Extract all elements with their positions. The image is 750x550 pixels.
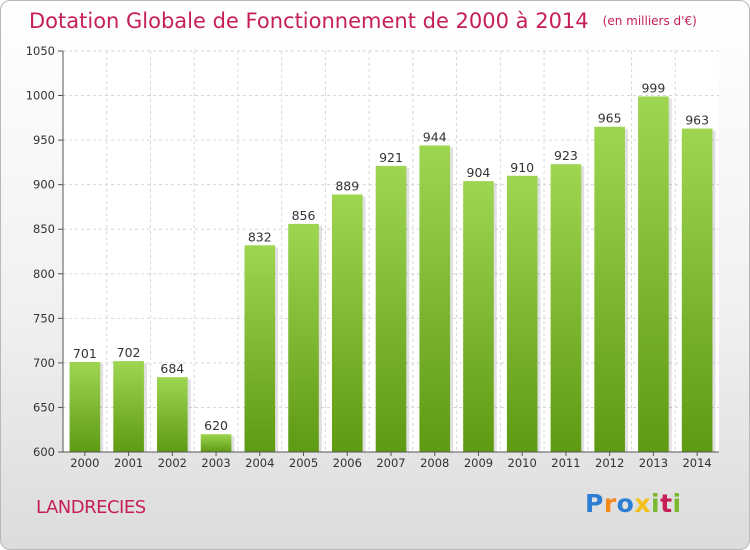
bar-value-label: 684 xyxy=(160,361,184,376)
x-tick-label: 2012 xyxy=(595,456,624,470)
y-tick-label: 1000 xyxy=(26,89,55,103)
axes: 600 650 700 750 800 850 900 950 1000 1050 2000 2001… xyxy=(26,44,719,470)
bar xyxy=(375,165,407,452)
bar xyxy=(463,181,494,452)
logo-letter: r xyxy=(603,489,617,518)
bar-value-label: 910 xyxy=(510,160,534,175)
bar xyxy=(594,126,625,452)
y-tick-label: 800 xyxy=(33,267,55,281)
bar-value-label: 832 xyxy=(248,229,272,244)
bar-value-label: 701 xyxy=(73,346,97,361)
bar xyxy=(550,164,582,452)
x-tick-label: 2013 xyxy=(639,456,668,470)
bar xyxy=(113,361,144,452)
logo-letter: P xyxy=(585,489,604,518)
bar xyxy=(506,175,538,452)
logo-letter: i xyxy=(651,489,661,518)
chart-title: Dotation Globale de Fonctionnement de 20… xyxy=(29,9,697,33)
bar-value-label: 856 xyxy=(292,208,316,223)
bar-value-label: 904 xyxy=(467,165,491,180)
bar-value-label: 620 xyxy=(204,418,228,433)
x-tick-label: 2014 xyxy=(682,456,711,470)
y-tick-label: 850 xyxy=(33,222,55,236)
bar-value-label: 965 xyxy=(598,111,622,126)
x-tick-label: 2003 xyxy=(201,456,230,470)
bar xyxy=(331,194,363,453)
y-tick-label: 900 xyxy=(33,178,55,192)
x-tick-label: 2011 xyxy=(551,456,580,470)
bar-value-label: 889 xyxy=(335,178,359,193)
x-tick-label: 2008 xyxy=(420,456,449,470)
x-tick-label: 2007 xyxy=(376,456,405,470)
bar-value-label: 921 xyxy=(379,150,403,165)
y-tick-label: 700 xyxy=(33,356,55,370)
y-tick-label: 1050 xyxy=(26,44,55,58)
bar-value-label: 702 xyxy=(117,345,141,360)
y-tick-label: 650 xyxy=(33,400,55,414)
logo-letter: x xyxy=(634,489,651,518)
y-tick-label: 950 xyxy=(33,133,55,147)
x-tick-label: 2009 xyxy=(464,456,493,470)
bar xyxy=(638,96,669,453)
bars: 701 702 684 620 832 856 889 921 944 904 910 923 965 9… xyxy=(69,80,716,453)
bar xyxy=(419,145,451,453)
x-tick-label: 2001 xyxy=(114,456,143,470)
x-tick-label: 2002 xyxy=(158,456,187,470)
bar xyxy=(157,377,188,452)
x-tick-label: 2005 xyxy=(289,456,318,470)
bar xyxy=(288,223,319,452)
bar-value-label: 923 xyxy=(554,148,578,163)
logo-letter: o xyxy=(616,489,635,518)
chart-subtitle: (en milliers d'€) xyxy=(602,14,697,28)
bar-value-label: 944 xyxy=(423,129,447,144)
x-tick-label: 2006 xyxy=(333,456,362,470)
bar xyxy=(69,361,101,452)
commune-name: LANDRECIES xyxy=(36,497,146,518)
y-tick-label: 750 xyxy=(33,311,55,325)
x-tick-label: 2000 xyxy=(70,456,99,470)
bar xyxy=(681,128,713,452)
bar-value-label: 963 xyxy=(685,113,709,128)
x-tick-label: 2010 xyxy=(508,456,537,470)
bar xyxy=(244,245,276,452)
proxiti-logo: Proxiti xyxy=(585,489,682,518)
chart-title-text: Dotation Globale de Fonctionnement de 20… xyxy=(29,9,589,33)
bar-value-label: 999 xyxy=(641,80,665,95)
x-tick-label: 2004 xyxy=(245,456,274,470)
bar xyxy=(200,434,232,452)
logo-letter: t xyxy=(660,489,673,518)
y-tick-label: 600 xyxy=(33,445,55,459)
logo-letter: i xyxy=(672,489,682,518)
